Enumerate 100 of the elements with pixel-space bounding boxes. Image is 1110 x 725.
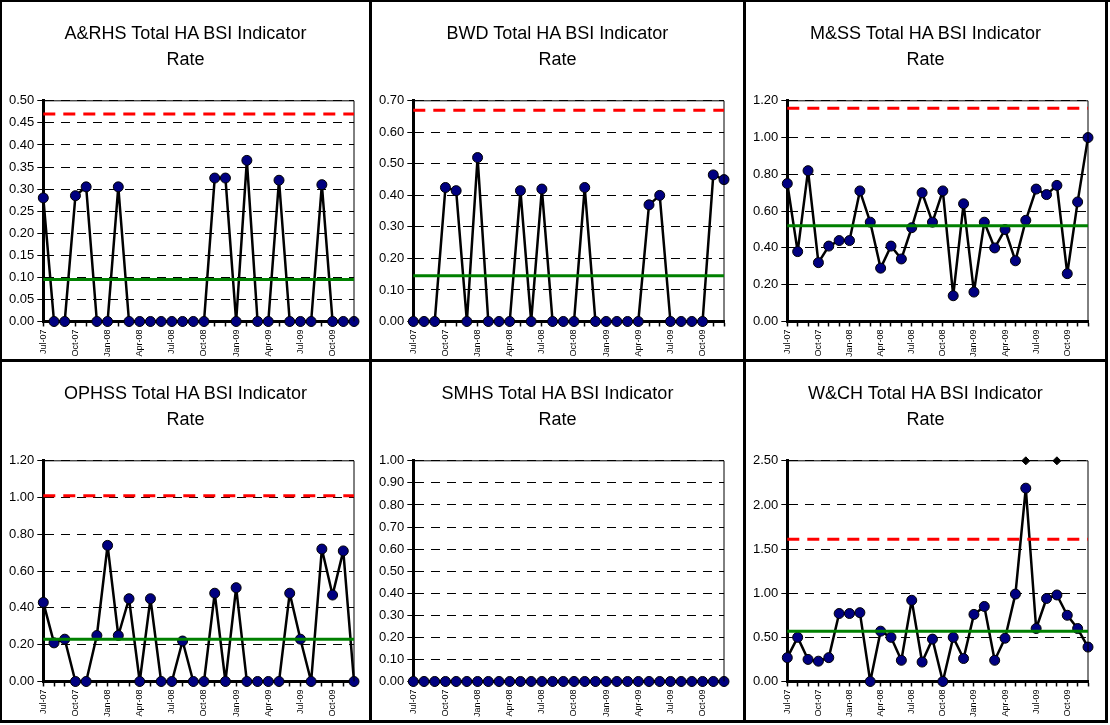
y-tick-label: 0.40 [8, 599, 35, 615]
y-tick-label: 1.50 [752, 540, 779, 556]
point [978, 600, 990, 612]
y-tick-label: 0.50 [8, 92, 35, 108]
point [812, 655, 824, 667]
point [166, 675, 178, 687]
point [622, 315, 634, 327]
x-tick-label: Oct-09 [697, 689, 708, 717]
point [802, 165, 814, 177]
x-tick-label: Jul-08 [166, 329, 177, 354]
y-tick-label: 0.70 [378, 92, 405, 108]
y-tick-label: 1.00 [752, 129, 779, 145]
x-tick-label: Apr-08 [134, 689, 145, 717]
point [864, 675, 876, 687]
y-tick-label: 0.20 [752, 276, 779, 292]
y-tick-label: 0.15 [8, 246, 35, 262]
y-tick-label: 0.00 [8, 673, 35, 689]
x-tick-label: Apr-09 [999, 689, 1010, 717]
x-tick-label: Apr-09 [632, 329, 643, 357]
point [187, 675, 199, 687]
point [579, 182, 591, 193]
y-tick-label: 0.60 [8, 562, 35, 578]
point [1030, 183, 1042, 195]
y-tick-label: 0.35 [8, 158, 35, 174]
point [792, 246, 804, 258]
x-tick-label: Jul-07 [407, 329, 418, 354]
point [989, 654, 1001, 666]
point [155, 675, 167, 687]
y-tick-label: 0.40 [378, 584, 405, 600]
point [123, 315, 135, 327]
y-tick-label: 0.00 [378, 673, 405, 689]
point [802, 653, 814, 665]
point [493, 315, 505, 327]
point [1009, 255, 1021, 267]
point [536, 183, 548, 195]
y-tick-label: 0.10 [378, 281, 405, 297]
x-tick-label: Apr-08 [504, 689, 515, 717]
point [989, 242, 1001, 254]
point [48, 315, 60, 327]
x-tick-label: Apr-08 [134, 329, 145, 357]
point [958, 198, 970, 210]
point [833, 608, 845, 620]
y-tick-label: 0.00 [8, 313, 35, 329]
x-tick-label: Jan-08 [102, 329, 113, 358]
x-tick-label: Oct-07 [69, 689, 80, 717]
point [664, 315, 676, 327]
point [781, 652, 793, 664]
x-tick-label: Oct-08 [568, 689, 579, 717]
y-tick-label: 0.25 [8, 202, 35, 218]
y-tick-label: 0.70 [378, 518, 405, 534]
y-tick-label: 0.90 [378, 474, 405, 490]
point [1020, 482, 1032, 494]
x-tick-label: Jul-08 [536, 329, 547, 354]
point [632, 315, 644, 327]
point [219, 675, 231, 687]
point [134, 675, 146, 687]
point [252, 315, 264, 327]
point [482, 315, 494, 327]
point [112, 181, 124, 193]
y-tick-label: 0.40 [752, 239, 779, 255]
point [958, 653, 970, 665]
chart-title: A&RHS Total HA BSI Indicator Rate [63, 22, 308, 71]
x-tick-label: Jul-09 [1030, 689, 1041, 714]
x-tick-label: Oct-09 [1061, 329, 1072, 357]
x-tick-label: Jul-07 [37, 329, 48, 354]
x-tick-label: Jul-09 [1030, 329, 1041, 354]
point [1051, 589, 1063, 601]
point [69, 675, 81, 687]
x-tick-label: Jul-08 [166, 689, 177, 714]
y-tick-label: 0.00 [378, 313, 405, 329]
point [854, 607, 866, 619]
x-tick-label: Jul-09 [664, 689, 675, 714]
x-tick-label: Jul-07 [781, 329, 792, 354]
point [102, 539, 114, 551]
point [854, 185, 866, 197]
point [812, 257, 824, 269]
x-tick-label: Oct-09 [1061, 689, 1072, 717]
y-tick-label: 0.00 [752, 673, 779, 689]
point [833, 235, 845, 247]
chart-title: OPHSS Total HA BSI Indicator Rate [63, 382, 308, 431]
x-tick-label: Oct-08 [937, 689, 948, 717]
x-tick-label: Apr-09 [999, 329, 1010, 357]
x-tick-label: Oct-09 [327, 329, 338, 357]
point [198, 675, 210, 687]
y-tick-label: 0.80 [378, 496, 405, 512]
point [177, 315, 189, 327]
x-tick-label: Oct-09 [697, 329, 708, 357]
point [906, 594, 918, 606]
y-tick-label: 0.80 [752, 165, 779, 181]
x-tick-label: Oct-09 [327, 689, 338, 717]
point [557, 315, 569, 327]
point [252, 675, 264, 687]
point [327, 589, 339, 601]
x-tick-label: Jan-08 [844, 689, 854, 718]
y-tick-label: 0.30 [8, 180, 35, 196]
point [547, 315, 559, 327]
x-tick-label: Jan-09 [600, 329, 611, 358]
x-tick-label: Apr-09 [262, 329, 273, 357]
x-tick-label: Jul-08 [536, 689, 547, 714]
y-tick-label: 0.20 [378, 250, 405, 266]
